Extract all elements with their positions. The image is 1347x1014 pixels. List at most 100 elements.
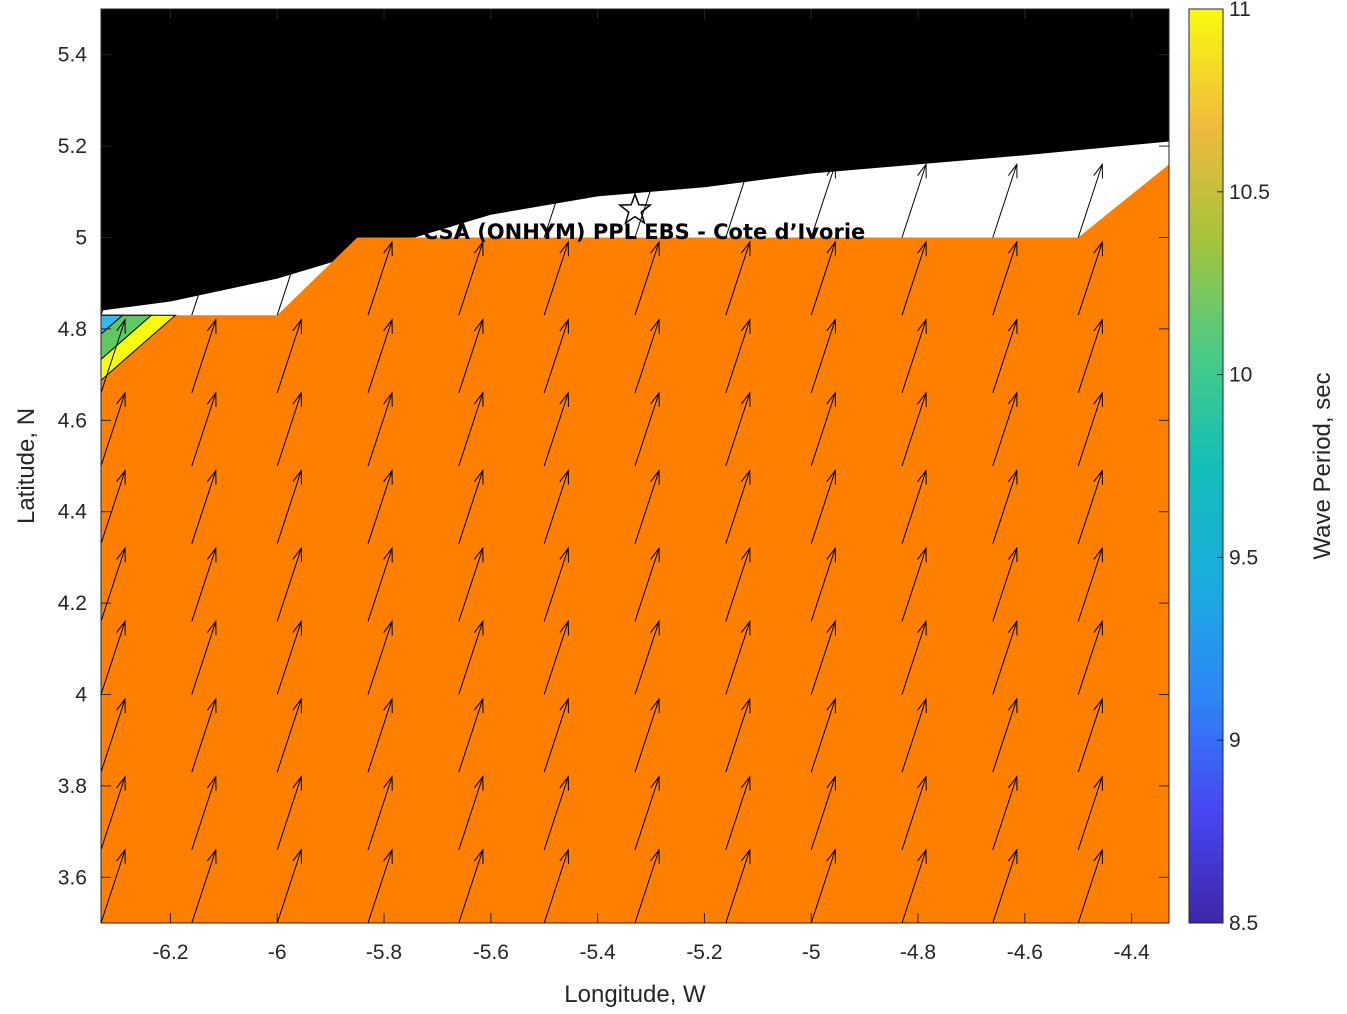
x-tick-label: -4.6 <box>1007 941 1043 964</box>
x-tick-label: -5.6 <box>473 941 509 964</box>
wave-arrow <box>901 848 927 923</box>
wave-arrow <box>543 240 569 316</box>
wave-arrow <box>543 775 569 851</box>
wave-arrow <box>367 240 393 316</box>
colorbar-tick-label: 11 <box>1229 0 1251 21</box>
wave-arrow <box>901 240 927 316</box>
wave-arrow <box>1077 240 1103 316</box>
wave-arrow <box>725 469 751 544</box>
site-star-marker <box>617 191 653 225</box>
wave-arrow <box>101 546 126 622</box>
wave-arrow <box>810 546 836 622</box>
x-tick-label: -5.4 <box>580 941 617 964</box>
wave-arrow <box>191 619 217 695</box>
wave-arrow <box>992 318 1018 394</box>
colorbar: 8.5 9 9.5 10 10.5 11 Wave Period, sec <box>1188 0 1336 935</box>
wave-arrow <box>458 697 484 773</box>
wave-arrow <box>810 775 836 851</box>
wave-arrow <box>543 546 569 622</box>
wave-arrow <box>191 697 217 773</box>
wave-arrow <box>725 240 751 316</box>
wave-arrow <box>992 240 1018 316</box>
wave-arrow <box>101 240 126 316</box>
wave-arrow <box>458 546 484 622</box>
wave-arrow <box>276 469 302 544</box>
wave-arrow <box>992 162 1018 238</box>
x-tick-label: -5 <box>802 941 821 964</box>
wave-arrow <box>543 619 569 695</box>
wave-arrow <box>458 391 484 467</box>
x-axis-label: Longitude, W <box>564 981 706 1008</box>
wave-arrow <box>276 162 302 238</box>
wave-arrow <box>634 848 660 923</box>
colorbar-tick-label: 10.5 <box>1229 181 1270 204</box>
wave-arrow <box>191 848 217 923</box>
x-tick-label: -4.8 <box>900 941 936 964</box>
wave-arrow <box>276 619 302 695</box>
wave-period-field <box>101 164 1169 923</box>
wave-arrow <box>191 162 217 238</box>
wave-arrow <box>191 240 217 316</box>
y-tick-label: 4.2 <box>58 592 87 615</box>
wave-arrow <box>191 546 217 622</box>
wave-arrow <box>276 848 302 923</box>
wave-arrow <box>810 162 836 238</box>
wave-arrow <box>191 391 217 467</box>
wave-arrow <box>101 162 126 238</box>
wave-arrow <box>1077 546 1103 622</box>
wave-arrow <box>1077 619 1103 695</box>
wave-arrow <box>101 619 126 695</box>
wave-arrow <box>1077 162 1103 238</box>
colorbar-tick-label: 8.5 <box>1229 912 1258 935</box>
wave-arrow <box>367 469 393 544</box>
wave-arrow <box>191 775 217 851</box>
y-axis-label: Latitude, N <box>13 408 40 524</box>
wave-arrow <box>101 391 126 467</box>
wave-arrow <box>901 162 927 238</box>
wave-arrow <box>276 391 302 467</box>
colorbar-label: Wave Period, sec <box>1309 372 1336 559</box>
wave-arrow <box>458 775 484 851</box>
wave-arrow <box>1077 391 1103 467</box>
wave-arrow <box>634 619 660 695</box>
wave-arrow <box>1077 775 1103 851</box>
wave-arrow <box>992 546 1018 622</box>
wave-arrow <box>101 775 126 851</box>
land-polygon <box>101 9 1169 311</box>
wave-arrow <box>458 162 484 238</box>
site-marker-layer <box>617 191 653 225</box>
wave-arrow <box>543 391 569 467</box>
wave-arrow <box>543 469 569 544</box>
wave-arrow <box>191 469 217 544</box>
colorbar-ticks: 8.5 9 9.5 10 10.5 11 <box>1217 0 1270 935</box>
wave-arrow <box>276 546 302 622</box>
y-tick-label: 4 <box>75 684 87 707</box>
wave-arrow <box>276 697 302 773</box>
wave-arrow <box>725 697 751 773</box>
wave-direction-arrows <box>101 162 1169 923</box>
x-tick-label: -6 <box>268 941 287 964</box>
wave-arrow <box>901 619 927 695</box>
wave-arrow <box>367 697 393 773</box>
colorbar-tick-label: 9 <box>1229 729 1241 752</box>
wave-arrow <box>810 619 836 695</box>
x-axis-ticks: -6.2 -6 -5.8 -5.6 -5.4 -5.2 -5 -4.8 -4.6 -4.4 <box>152 9 1150 964</box>
wave-arrow <box>367 546 393 622</box>
colorbar-gradient <box>1188 8 1224 924</box>
x-tick-label: -4.4 <box>1114 941 1151 964</box>
wave-arrow <box>634 546 660 622</box>
wave-arrow <box>367 162 393 238</box>
wave-arrow <box>543 697 569 773</box>
wave-arrow <box>367 318 393 394</box>
field-polygon <box>101 164 1169 923</box>
wave-arrow <box>810 318 836 394</box>
wave-arrow <box>992 697 1018 773</box>
land-mass <box>101 9 1169 311</box>
wave-arrow <box>458 469 484 544</box>
wave-arrow <box>191 318 217 394</box>
wave-arrow <box>458 848 484 923</box>
wave-arrow <box>543 318 569 394</box>
wave-arrow <box>901 697 927 773</box>
wave-arrow <box>634 240 660 316</box>
field-band-1 <box>101 314 153 360</box>
